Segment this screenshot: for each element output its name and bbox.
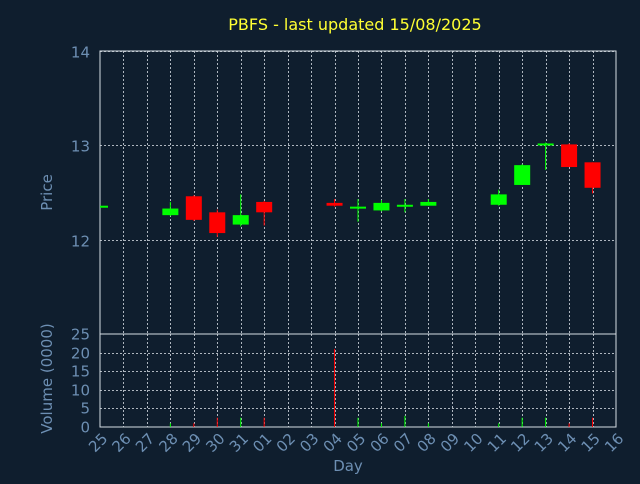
x-tick-label: 13 [531, 430, 557, 456]
candle-body [162, 208, 179, 216]
candle-body [396, 204, 413, 207]
price-tick-label: 12 [71, 233, 90, 251]
price-axis-label: Price [38, 174, 56, 211]
x-tick-label: 29 [179, 430, 205, 456]
candles [100, 142, 601, 237]
x-tick-label: 11 [484, 430, 510, 456]
x-tick-label: 16 [601, 430, 627, 456]
candle-body [185, 196, 202, 220]
candle-body [350, 206, 366, 209]
volume-tick-label: 15 [71, 363, 90, 381]
candle-body [514, 165, 531, 185]
candle-body [420, 201, 437, 206]
volume-bars [169, 348, 594, 427]
x-tick-label: 26 [109, 430, 135, 456]
x-tick-label: 09 [437, 430, 463, 456]
candle-body [100, 205, 108, 208]
volume-tick-label: 25 [71, 326, 90, 344]
candle-body [561, 144, 578, 168]
x-tick-label: 04 [320, 430, 346, 456]
x-tick-label: 15 [578, 430, 604, 456]
x-tick-label: 10 [460, 430, 486, 456]
price-y-ticks: 12 13 14 [71, 44, 90, 251]
x-tick-label: 03 [296, 430, 322, 456]
volume-grid [100, 334, 616, 427]
candle-body [584, 162, 601, 188]
volume-tick-label: 5 [80, 400, 90, 418]
chart-title: PBFS - last updated 15/08/2025 [228, 15, 481, 34]
x-tick-label: 27 [132, 430, 158, 456]
candle-body [232, 215, 249, 225]
candle-body [209, 212, 226, 234]
x-tick-label: 02 [273, 430, 299, 456]
x-tick-label: 06 [367, 430, 393, 456]
x-tick-label: 01 [249, 430, 275, 456]
x-tick-label: 30 [202, 430, 228, 456]
candle-body [537, 143, 554, 146]
x-tick-label: 08 [413, 430, 439, 456]
candle-body [256, 201, 273, 213]
volume-tick-label: 0 [80, 419, 90, 437]
x-tick-label: 31 [226, 430, 252, 456]
x-tick-label: 28 [155, 430, 181, 456]
candle-body [373, 202, 390, 211]
volume-tick-label: 20 [71, 345, 90, 363]
price-grid [100, 51, 616, 334]
x-tick-label: 14 [554, 430, 580, 456]
x-tick-label: 12 [507, 430, 533, 456]
x-tick-label: 07 [390, 430, 416, 456]
x-axis-label: Day [333, 457, 363, 475]
volume-axis-label: Volume (0000) [38, 323, 56, 433]
candle-body [490, 194, 507, 205]
price-tick-label: 14 [71, 44, 90, 62]
price-tick-label: 13 [71, 138, 90, 156]
candle-body [326, 202, 343, 206]
x-axis-ticks: 2526272829303101020304050607080910111213… [85, 430, 627, 456]
x-tick-label: 05 [343, 430, 369, 456]
volume-tick-label: 10 [71, 382, 90, 400]
price-panel: 12 13 14 Price [38, 44, 617, 335]
